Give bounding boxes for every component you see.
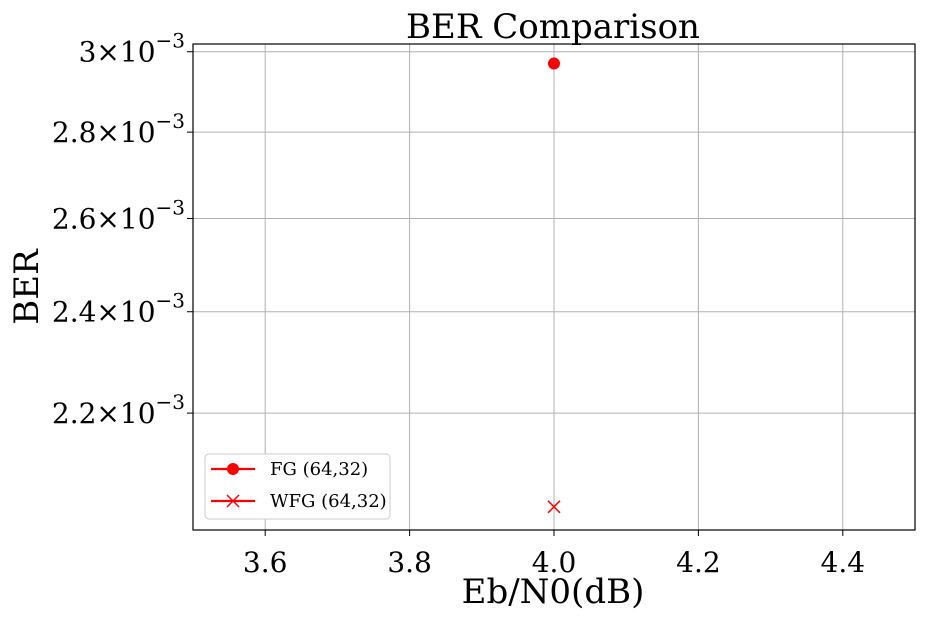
y-tick-base: 10: [120, 202, 156, 235]
y-tick-base: 10: [120, 36, 156, 69]
y-tick-times: ×: [96, 202, 119, 235]
y-tick-mantissa: 3: [79, 36, 97, 69]
legend-frame: [204, 453, 391, 520]
y-tick-exponent: −3: [156, 289, 185, 313]
y-tick-label: 2.6×10−3: [52, 195, 185, 235]
grid-layer: [193, 44, 915, 530]
x-tick-label: 3.6: [243, 546, 288, 579]
y-tick-label: 2.2×10−3: [52, 390, 185, 430]
y-tick-exponent: −3: [156, 390, 185, 414]
y-tick-mantissa: 2.2: [52, 397, 97, 430]
y-tick-label: 3×10−3: [79, 29, 185, 69]
fg-data-point: [548, 57, 560, 70]
legend-label: FG (64,32): [270, 459, 368, 480]
y-tick-times: ×: [96, 397, 119, 430]
legend-label: WFG (64,32): [270, 491, 387, 512]
x-tick-label: 4.0: [532, 546, 577, 579]
y-tick-mantissa: 2.8: [52, 116, 97, 149]
y-tick-label: 2.4×10−3: [52, 289, 185, 329]
y-axis-label: BER: [7, 248, 47, 325]
y-tick-exponent: −3: [156, 195, 185, 219]
y-tick-mantissa: 2.4: [52, 296, 97, 329]
x-tick-label: 3.8: [387, 546, 432, 579]
y-tick-times: ×: [96, 296, 119, 329]
x-tick-label: 4.4: [821, 546, 866, 579]
y-tick-base: 10: [120, 296, 156, 329]
legend: FG (64,32) WFG (64,32): [204, 453, 391, 520]
y-tick-times: ×: [96, 116, 119, 149]
x-axis-label: Eb/N0(dB): [462, 572, 645, 612]
y-axis-ticks: 2.2×10−32.4×10−32.6×10−32.8×10−33×10−3: [52, 29, 193, 430]
x-axis-ticks: 3.6 3.8 4.0 4.2 4.4: [243, 530, 865, 579]
data-series: [547, 57, 561, 514]
chart-title: BER Comparison: [406, 7, 700, 47]
legend-marker: [226, 494, 240, 508]
y-tick-exponent: −3: [156, 29, 185, 53]
legend-marker: [227, 463, 239, 475]
y-tick-label: 2.8×10−3: [52, 109, 185, 149]
y-tick-mantissa: 2.6: [52, 202, 97, 235]
y-tick-exponent: −3: [156, 109, 185, 133]
wfg-data-point: [547, 500, 561, 514]
x-tick-label: 4.2: [676, 546, 721, 579]
y-tick-base: 10: [120, 116, 156, 149]
y-tick-base: 10: [120, 397, 156, 430]
y-tick-times: ×: [96, 36, 119, 69]
